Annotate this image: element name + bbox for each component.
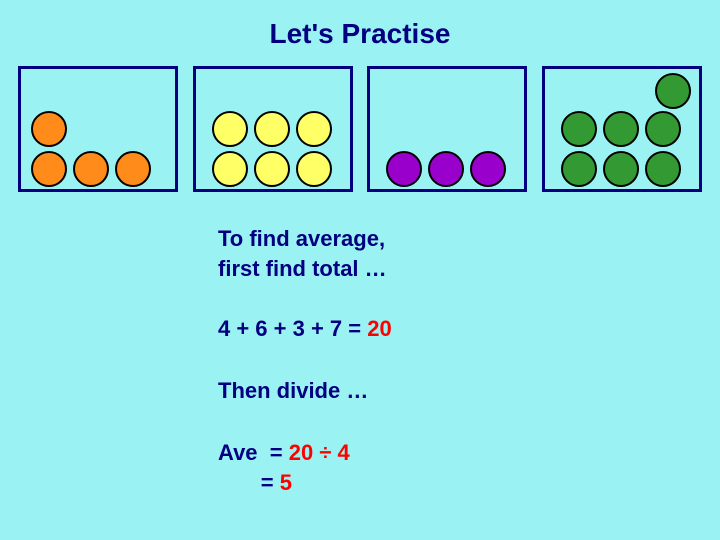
sum-left: 4 + 6 + 3 + 7 = xyxy=(218,316,367,341)
counter-circle xyxy=(31,111,67,147)
count-box-4 xyxy=(542,66,702,192)
counter-circle xyxy=(296,111,332,147)
box-row xyxy=(18,66,702,192)
instr-line-2: first find total … xyxy=(218,254,698,284)
counter-circle xyxy=(645,151,681,187)
counter-circle xyxy=(254,151,290,187)
ave-line1-left: Ave = xyxy=(218,440,289,465)
counter-circle xyxy=(212,111,248,147)
sum-equation: 4 + 6 + 3 + 7 = 20 xyxy=(218,314,698,344)
ave-line2-right: 5 xyxy=(280,470,292,495)
ave-line1-right: 20 ÷ 4 xyxy=(289,440,350,465)
counter-circle xyxy=(296,151,332,187)
counter-circle xyxy=(561,151,597,187)
counter-circle xyxy=(31,151,67,187)
instr-divide-line: Then divide … xyxy=(218,376,698,406)
counter-circle xyxy=(645,111,681,147)
counter-circle xyxy=(603,111,639,147)
instruction-find-total: To find average, first find total … xyxy=(218,224,698,283)
counter-circle xyxy=(254,111,290,147)
instruction-divide: Then divide … xyxy=(218,376,698,406)
counter-circle xyxy=(428,151,464,187)
counter-circle xyxy=(603,151,639,187)
instr-line-1: To find average, xyxy=(218,224,698,254)
counter-circle xyxy=(561,111,597,147)
count-box-2 xyxy=(193,66,353,192)
counter-circle xyxy=(655,73,691,109)
count-box-1 xyxy=(18,66,178,192)
count-box-3 xyxy=(367,66,527,192)
slide: Let's Practise To find average, first fi… xyxy=(0,0,720,540)
counter-circle xyxy=(212,151,248,187)
counter-circle xyxy=(73,151,109,187)
counter-circle xyxy=(386,151,422,187)
average-equation: Ave = 20 ÷ 4 = 5 xyxy=(218,438,698,497)
sum-result: 20 xyxy=(367,316,391,341)
ave-line2-left: = xyxy=(218,470,280,495)
counter-circle xyxy=(115,151,151,187)
counter-circle xyxy=(470,151,506,187)
slide-title: Let's Practise xyxy=(0,18,720,50)
